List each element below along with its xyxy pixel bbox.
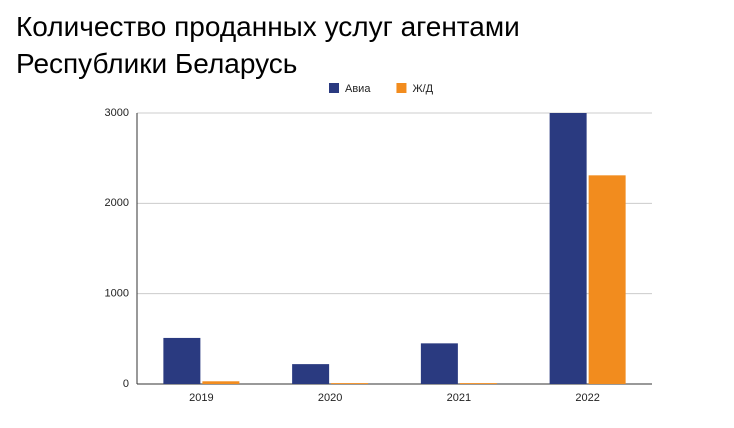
bar xyxy=(331,383,369,384)
x-tick-label: 2020 xyxy=(318,392,342,404)
y-tick-label: 3000 xyxy=(105,107,129,119)
bar xyxy=(459,383,497,384)
legend-swatch xyxy=(329,83,339,93)
bar xyxy=(588,175,626,384)
bar xyxy=(163,337,201,384)
bar xyxy=(292,364,330,384)
x-tick-label: 2021 xyxy=(447,392,471,404)
legend-label: Ж/Д xyxy=(412,83,433,95)
x-tick-label: 2022 xyxy=(575,392,599,404)
chart-title: Количество проданных услуг агентами Респ… xyxy=(16,11,520,79)
x-tick-label: 2019 xyxy=(189,392,213,404)
y-tick-label: 2000 xyxy=(105,197,129,209)
legend-swatch xyxy=(396,83,407,93)
y-tick-label: 1000 xyxy=(105,288,129,300)
bar xyxy=(420,343,458,384)
bar xyxy=(549,113,587,384)
bar xyxy=(202,381,240,384)
legend-label: Авиа xyxy=(345,83,371,95)
y-tick-label: 0 xyxy=(123,378,129,390)
